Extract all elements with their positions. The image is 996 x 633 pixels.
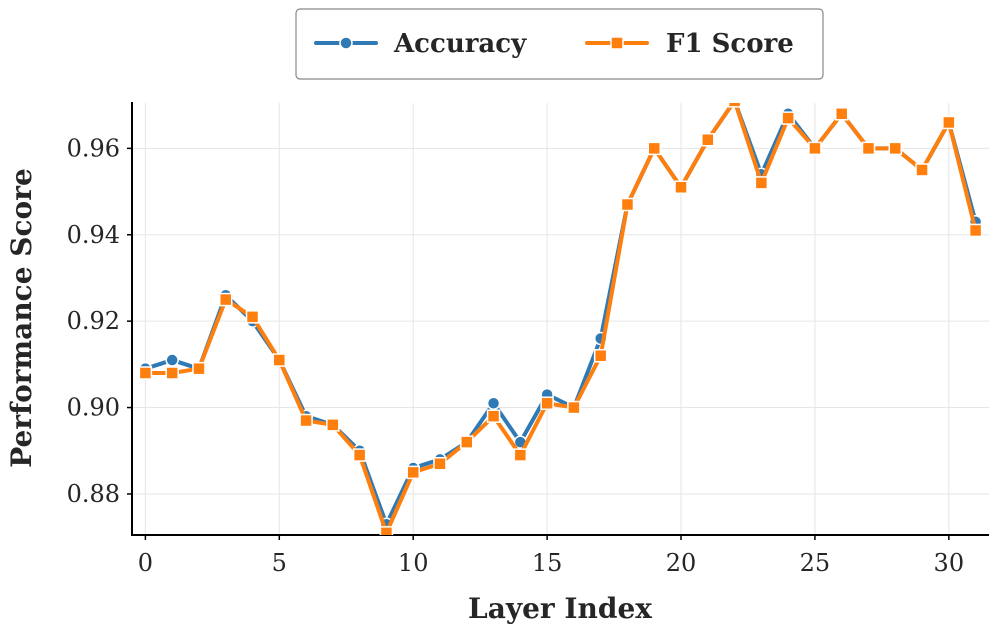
data-point-f1-score (513, 448, 528, 462)
x-axis-title: Layer Index (468, 592, 652, 625)
series-f1-score (138, 103, 983, 535)
data-point-f1-score (834, 107, 849, 121)
data-point-f1-score (272, 353, 287, 367)
plot-area (138, 103, 983, 535)
data-point-f1-score (701, 132, 715, 147)
data-point-f1-score (326, 418, 340, 432)
data-point-f1-score (218, 292, 233, 307)
legend-item-accuracy: Accuracy (314, 29, 527, 59)
x-tick-label: 10 (398, 549, 429, 577)
x-tick-label: 25 (800, 549, 831, 577)
series-line-f1-score (143, 103, 978, 535)
data-point-f1-score (861, 141, 876, 156)
x-tick-label: 0 (138, 549, 153, 577)
legend-f1-marker (610, 36, 624, 50)
legend: Accuracy F1 Score (295, 8, 824, 80)
data-point-f1-score (727, 103, 742, 108)
data-point-f1-score (567, 400, 581, 415)
data-point-f1-score (460, 435, 474, 449)
data-point-f1-score (674, 180, 688, 194)
data-point-accuracy (486, 396, 501, 410)
series-line-accuracy (143, 103, 978, 527)
grid (132, 103, 989, 535)
x-tick-label: 5 (272, 549, 287, 577)
data-point-f1-score (808, 141, 822, 156)
data-point-f1-score (540, 396, 554, 410)
data-point-f1-score (406, 465, 420, 480)
data-point-f1-score (620, 197, 635, 212)
series-accuracy (138, 103, 983, 531)
data-point-f1-score (486, 409, 501, 423)
data-point-f1-score (138, 366, 153, 380)
data-point-f1-score (593, 348, 608, 363)
y-tick-label: 0.88 (67, 480, 120, 508)
x-tick-label: 30 (934, 549, 965, 577)
data-point-f1-score (754, 176, 769, 190)
data-point-f1-score (165, 366, 179, 380)
legend-box (295, 8, 824, 80)
y-tick-label: 0.90 (67, 394, 120, 422)
data-point-f1-score (352, 448, 367, 462)
axes (131, 102, 989, 536)
data-point-f1-score (299, 413, 313, 428)
data-point-f1-score (192, 361, 206, 376)
data-point-f1-score (379, 526, 394, 535)
data-point-accuracy (165, 353, 179, 367)
x-tick-label: 15 (532, 549, 563, 577)
y-tick-label: 0.92 (67, 307, 120, 335)
data-point-f1-score (915, 163, 929, 177)
legend-f1-label: F1 Score (666, 29, 794, 59)
x-tick-label: 20 (666, 549, 697, 577)
data-point-f1-score (433, 456, 447, 471)
y-tick-label: 0.96 (67, 134, 120, 162)
data-point-f1-score (647, 141, 661, 156)
y-ticks: 0.88 0.90 0.92 0.94 0.96 (67, 134, 132, 508)
legend-accuracy-label: Accuracy (393, 29, 527, 59)
data-point-f1-score (781, 111, 795, 125)
x-ticks: 0 5 10 15 20 25 30 (138, 535, 964, 577)
data-point-f1-score (888, 141, 903, 156)
legend-accuracy-marker (339, 36, 353, 50)
y-axis-title: Performance Score (5, 168, 38, 468)
legend-item-f1-score: F1 Score (585, 29, 794, 59)
data-point-f1-score (968, 223, 983, 238)
y-tick-label: 0.94 (67, 221, 120, 249)
data-point-f1-score (245, 310, 260, 324)
data-point-f1-score (942, 115, 956, 130)
